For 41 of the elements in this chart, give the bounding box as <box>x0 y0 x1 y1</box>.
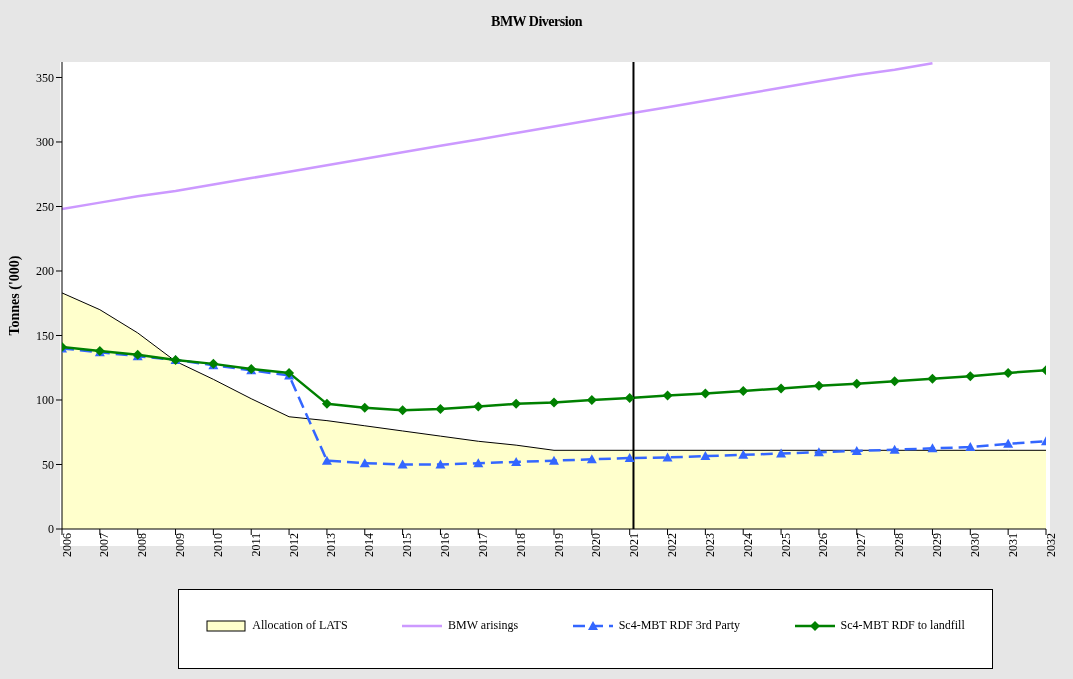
legend-label: Sc4-MBT RDF to landfill <box>839 618 965 633</box>
y-tick-label: 50 <box>42 457 54 472</box>
x-tick-label: 2032 <box>1043 533 1058 557</box>
y-tick-label: 350 <box>36 70 54 85</box>
x-tick-label: 2022 <box>665 533 680 557</box>
x-tick-label: 2025 <box>778 533 793 557</box>
legend-label: Allocation of LATS <box>251 618 348 633</box>
x-tick-label: 2029 <box>929 533 944 557</box>
x-tick-label: 2024 <box>740 533 755 557</box>
x-tick-label: 2030 <box>967 533 982 557</box>
x-tick-label: 2026 <box>816 533 831 557</box>
x-tick-label: 2020 <box>589 533 604 557</box>
x-tick-label: 2018 <box>513 533 528 557</box>
x-tick-label: 2012 <box>286 533 301 557</box>
x-tick-label: 2028 <box>892 533 907 557</box>
x-tick-label: 2006 <box>59 533 74 557</box>
x-tick-label: 2027 <box>854 533 869 557</box>
x-tick-label: 2007 <box>97 533 112 557</box>
y-tick-label: 100 <box>36 393 54 408</box>
y-tick-label: 250 <box>36 199 54 214</box>
x-tick-label: 2013 <box>324 533 339 557</box>
x-tick-label: 2016 <box>437 533 452 557</box>
legend-label: BMW arisings <box>447 618 519 633</box>
y-tick-label: 300 <box>36 135 54 150</box>
x-tick-label: 2011 <box>248 533 263 557</box>
x-tick-label: 2015 <box>400 533 415 557</box>
x-tick-label: 2021 <box>627 533 642 557</box>
x-tick-label: 2023 <box>702 533 717 557</box>
y-tick-label: 200 <box>36 264 54 279</box>
x-tick-label: 2010 <box>210 533 225 557</box>
legend-label: Sc4-MBT RDF 3rd Party <box>617 618 741 633</box>
x-tick-label: 2019 <box>551 533 566 557</box>
y-tick-label: 150 <box>36 328 54 343</box>
x-tick-label: 2009 <box>173 533 188 557</box>
x-tick-label: 2008 <box>135 533 150 557</box>
chart-title: BMW Diversion <box>490 14 584 30</box>
y-tick-label: 0 <box>48 522 54 537</box>
x-tick-label: 2014 <box>362 533 377 557</box>
x-tick-label: 2031 <box>1005 533 1020 557</box>
x-tick-label: 2017 <box>475 533 490 557</box>
y-axis-title: Tonnes ('000) <box>6 255 23 336</box>
